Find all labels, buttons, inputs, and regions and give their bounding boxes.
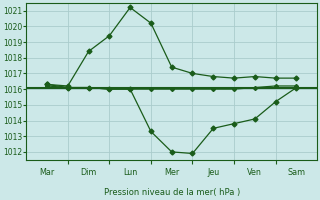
Text: Dim: Dim [80,168,97,177]
Text: Jeu: Jeu [207,168,220,177]
Text: Mer: Mer [164,168,179,177]
Text: Mar: Mar [39,168,55,177]
X-axis label: Pression niveau de la mer( hPa ): Pression niveau de la mer( hPa ) [104,188,240,197]
Text: Sam: Sam [287,168,306,177]
Text: Lun: Lun [123,168,137,177]
Text: Ven: Ven [247,168,262,177]
